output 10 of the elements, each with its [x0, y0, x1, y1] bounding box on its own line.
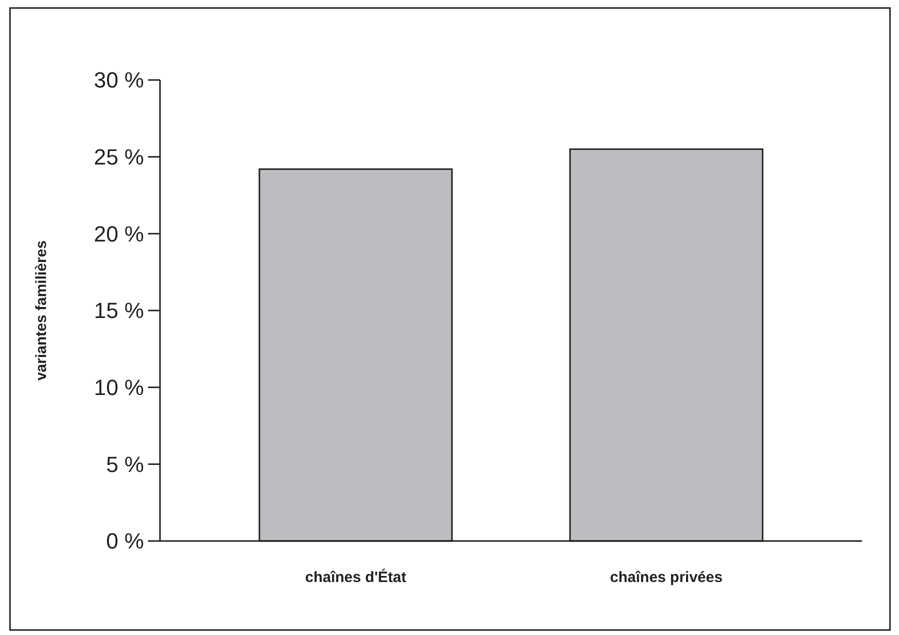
y-tick-label: 30 % — [94, 68, 144, 93]
y-tick-label: 20 % — [94, 221, 144, 246]
y-axis-title: variantes familières — [33, 240, 50, 381]
y-tick-label: 0 % — [106, 528, 144, 554]
x-tick-label: chaînes privées — [610, 569, 723, 586]
x-tick-label: chaînes d'État — [305, 568, 406, 586]
y-tick-label: 15 % — [94, 298, 144, 324]
y-tick-label: 10 % — [94, 375, 144, 400]
y-tick-label: 25 % — [94, 144, 144, 170]
y-tick-label: 5 % — [106, 452, 144, 477]
